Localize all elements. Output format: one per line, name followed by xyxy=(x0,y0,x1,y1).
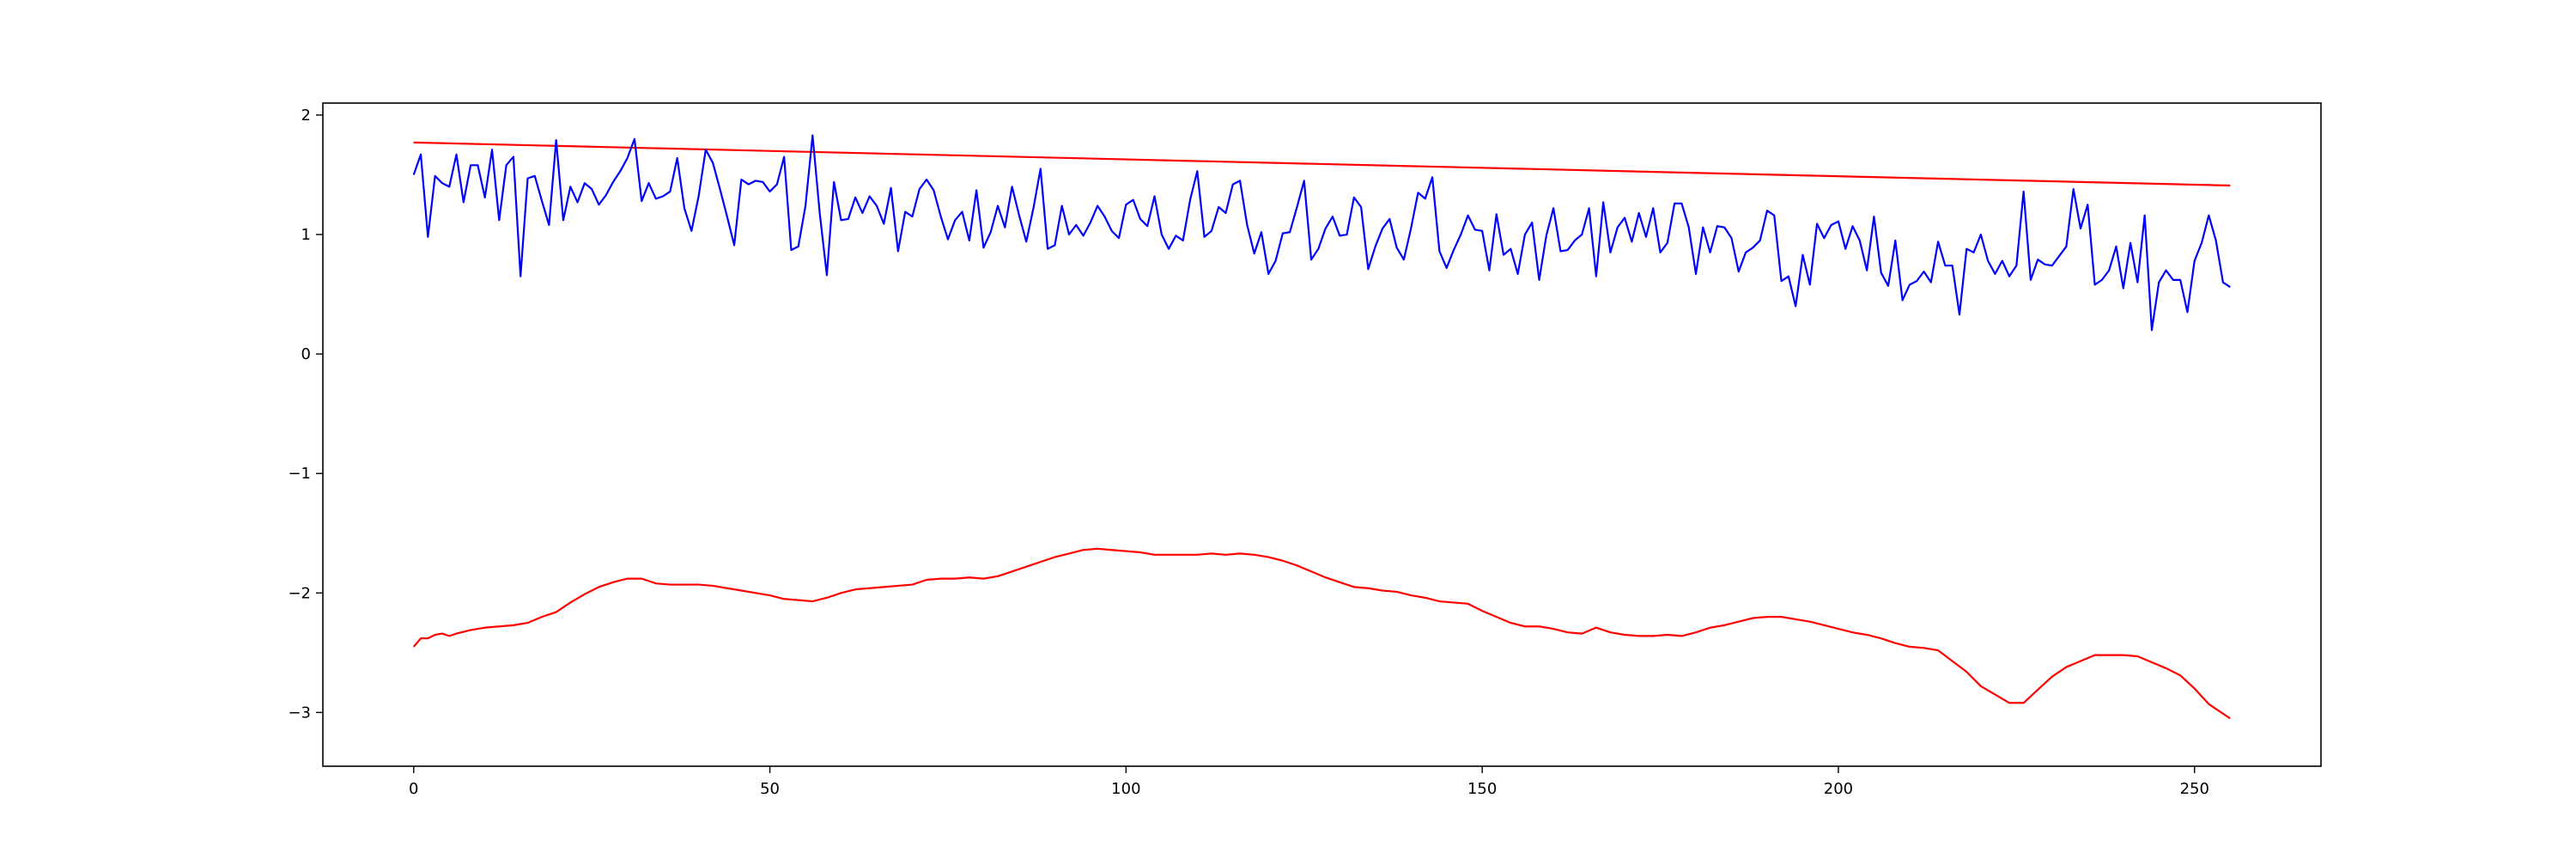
series-line-2 xyxy=(412,134,2231,332)
x-tick-label: 200 xyxy=(1824,780,1853,798)
y-tick-label: 2 xyxy=(301,107,311,125)
x-tick-label: 50 xyxy=(760,780,780,798)
x-tick-label: 0 xyxy=(409,780,418,798)
x-axis-ticks: 0 50 100 150 200 250 xyxy=(409,766,2209,798)
x-tick-label: 100 xyxy=(1111,780,1140,798)
y-tick-label: −2 xyxy=(288,584,311,602)
axes-frame xyxy=(322,102,2322,767)
plot-background xyxy=(323,103,2321,766)
x-tick-label: 150 xyxy=(1467,780,1497,798)
y-axis-ticks: 2 1 0 −1 −2 −3 xyxy=(288,107,323,722)
x-tick-label: 250 xyxy=(2180,780,2209,798)
y-tick-label: 0 xyxy=(301,345,311,363)
series-line-1 xyxy=(413,141,2231,187)
series-layer xyxy=(412,134,2231,720)
y-tick-label: 1 xyxy=(301,226,311,244)
y-tick-label: −1 xyxy=(288,465,311,483)
series-line-3 xyxy=(412,547,2231,720)
y-tick-label: −3 xyxy=(288,704,311,722)
